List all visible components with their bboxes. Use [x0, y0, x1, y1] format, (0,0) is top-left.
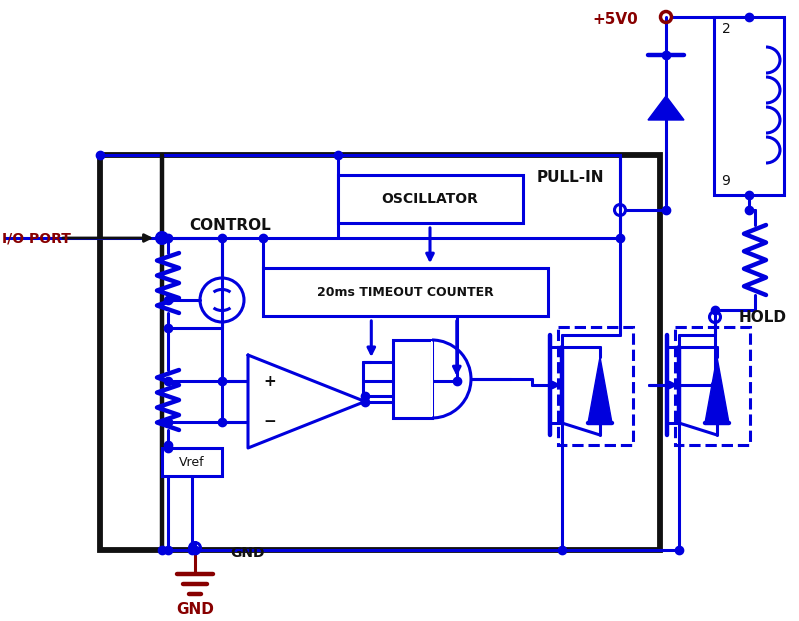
Text: +5V0: +5V0 — [592, 12, 638, 27]
Text: CONTROL: CONTROL — [189, 219, 271, 233]
Text: 20ms TIMEOUT COUNTER: 20ms TIMEOUT COUNTER — [316, 286, 493, 299]
Polygon shape — [705, 357, 729, 423]
Bar — [675, 327, 750, 445]
Bar — [558, 327, 633, 445]
Text: +: + — [264, 374, 276, 389]
Text: PULL-IN: PULL-IN — [536, 171, 604, 186]
Bar — [100, 155, 660, 550]
Text: 2: 2 — [721, 22, 730, 36]
Bar — [393, 340, 432, 418]
Text: 9: 9 — [721, 174, 730, 188]
Text: GND: GND — [230, 546, 264, 560]
Text: GND: GND — [176, 602, 214, 617]
Text: OSCILLATOR: OSCILLATOR — [382, 192, 479, 206]
Bar — [263, 268, 548, 316]
Text: HOLD: HOLD — [739, 309, 787, 325]
Text: Vref: Vref — [179, 455, 205, 468]
Text: −: − — [264, 414, 276, 430]
Bar — [162, 448, 222, 476]
Text: I/O PORT: I/O PORT — [2, 231, 71, 245]
Bar — [338, 175, 523, 223]
Bar — [714, 17, 784, 195]
Bar — [431, 341, 433, 417]
Polygon shape — [648, 96, 684, 120]
Polygon shape — [588, 357, 612, 423]
Polygon shape — [248, 355, 365, 448]
